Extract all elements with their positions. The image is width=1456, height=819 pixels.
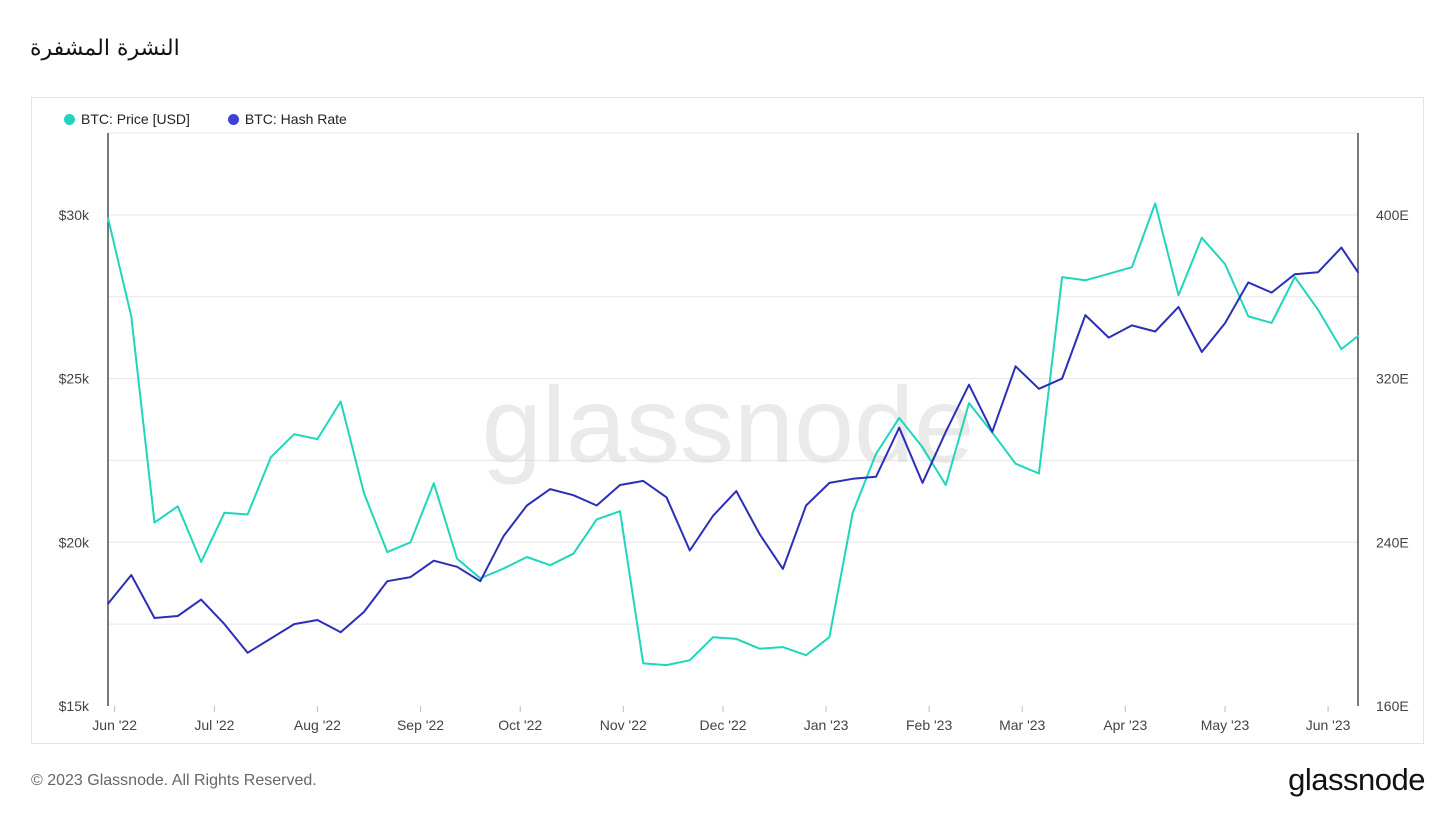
watermark: glassnode	[482, 364, 974, 485]
x-tick-label: Apr '23	[1103, 717, 1147, 733]
x-tick-label: Jun '22	[92, 717, 137, 733]
y-right-tick-label: 240E	[1376, 534, 1409, 550]
y-left-tick-label: $30k	[59, 207, 90, 223]
legend-dot-hash-rate	[227, 113, 239, 125]
y-right-tick-label: 320E	[1376, 371, 1409, 387]
y-left-tick-label: $20k	[59, 534, 90, 550]
x-tick-label: Mar '23	[999, 717, 1045, 733]
legend-label-price: BTC: Price [USD]	[81, 111, 190, 127]
series-line-price	[107, 202, 1359, 667]
legend-item-price[interactable]: BTC: Price [USD]	[64, 111, 190, 127]
legend-label-hash-rate: BTC: Hash Rate	[244, 111, 347, 127]
chart-frame	[31, 97, 1424, 744]
x-tick-label: Aug '22	[294, 717, 341, 733]
legend-item-hash-rate[interactable]: BTC: Hash Rate	[227, 111, 347, 127]
y-right-tick-label: 400E	[1376, 207, 1409, 223]
x-tick-label: Sep '22	[397, 717, 444, 733]
y-left-tick-label: $25k	[59, 371, 90, 387]
page-title: النشرة المشفرة	[30, 36, 180, 61]
x-tick-label: Jun '23	[1306, 717, 1351, 733]
x-tick-label: Oct '22	[498, 717, 542, 733]
chart-legend: BTC: Price [USD] BTC: Hash Rate	[64, 111, 347, 127]
y-left-tick-label: $15k	[59, 698, 90, 714]
x-tick-label: Feb '23	[906, 717, 952, 733]
legend-dot-price	[64, 113, 75, 125]
x-tick-label: Jul '22	[194, 717, 234, 733]
x-tick-label: Dec '22	[700, 717, 747, 733]
x-tick-label: Jan '23	[804, 717, 849, 733]
x-tick-label: May '23	[1201, 717, 1250, 733]
series-line-hash-rate	[107, 246, 1359, 654]
glassnode-logo: glassnode	[1288, 762, 1425, 797]
copyright-text: © 2023 Glassnode. All Rights Reserved.	[31, 772, 317, 789]
y-right-tick-label: 160E	[1376, 698, 1409, 714]
x-tick-label: Nov '22	[600, 717, 647, 733]
